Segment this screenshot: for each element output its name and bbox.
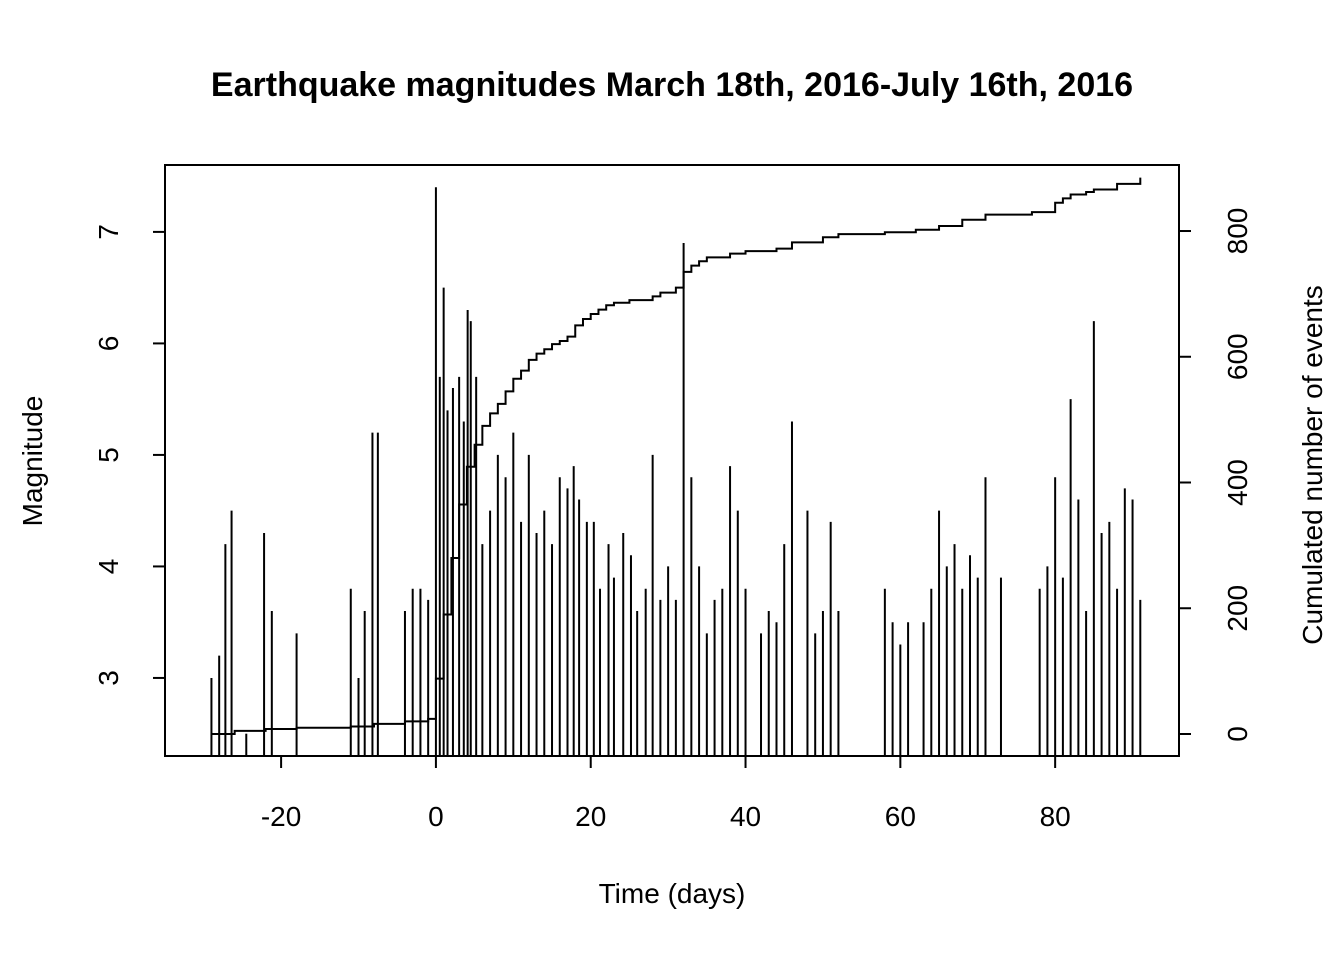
- y-tick-label: 5: [93, 447, 124, 463]
- x-tick-label: 80: [1040, 801, 1071, 832]
- x-tick-label: 0: [428, 801, 444, 832]
- y2-tick-label: 600: [1222, 333, 1253, 380]
- x-tick-label: 40: [730, 801, 761, 832]
- cumulative-events-line: [211, 177, 1142, 735]
- y-axis-label: Magnitude: [17, 396, 48, 527]
- y2-tick-label: 800: [1222, 208, 1253, 255]
- y-tick-label: 3: [93, 670, 124, 686]
- y2-axis-label: Cumulated number of events: [1297, 285, 1328, 645]
- plot-frame: [164, 164, 1180, 757]
- y-axis-right: 0 200 400 600 800: [1178, 208, 1253, 742]
- chart-title: Earthquake magnitudes March 18th, 2016-J…: [211, 66, 1133, 104]
- y-tick-label: 4: [93, 559, 124, 575]
- y2-tick-label: 400: [1222, 459, 1253, 506]
- x-tick-label: 60: [885, 801, 916, 832]
- x-axis: -20 0 20 40 60 80: [261, 755, 1071, 832]
- y-tick-label: 7: [93, 224, 124, 240]
- x-tick-label: -20: [261, 801, 301, 832]
- y2-tick-label: 200: [1222, 585, 1253, 632]
- x-axis-label: Time (days): [599, 878, 746, 909]
- y2-tick-label: 0: [1222, 726, 1253, 742]
- x-tick-label: 20: [575, 801, 606, 832]
- y-axis-left: 3 4 5 6 7: [93, 224, 166, 686]
- y-tick-label: 6: [93, 336, 124, 352]
- magnitude-spikes: [210, 187, 1142, 756]
